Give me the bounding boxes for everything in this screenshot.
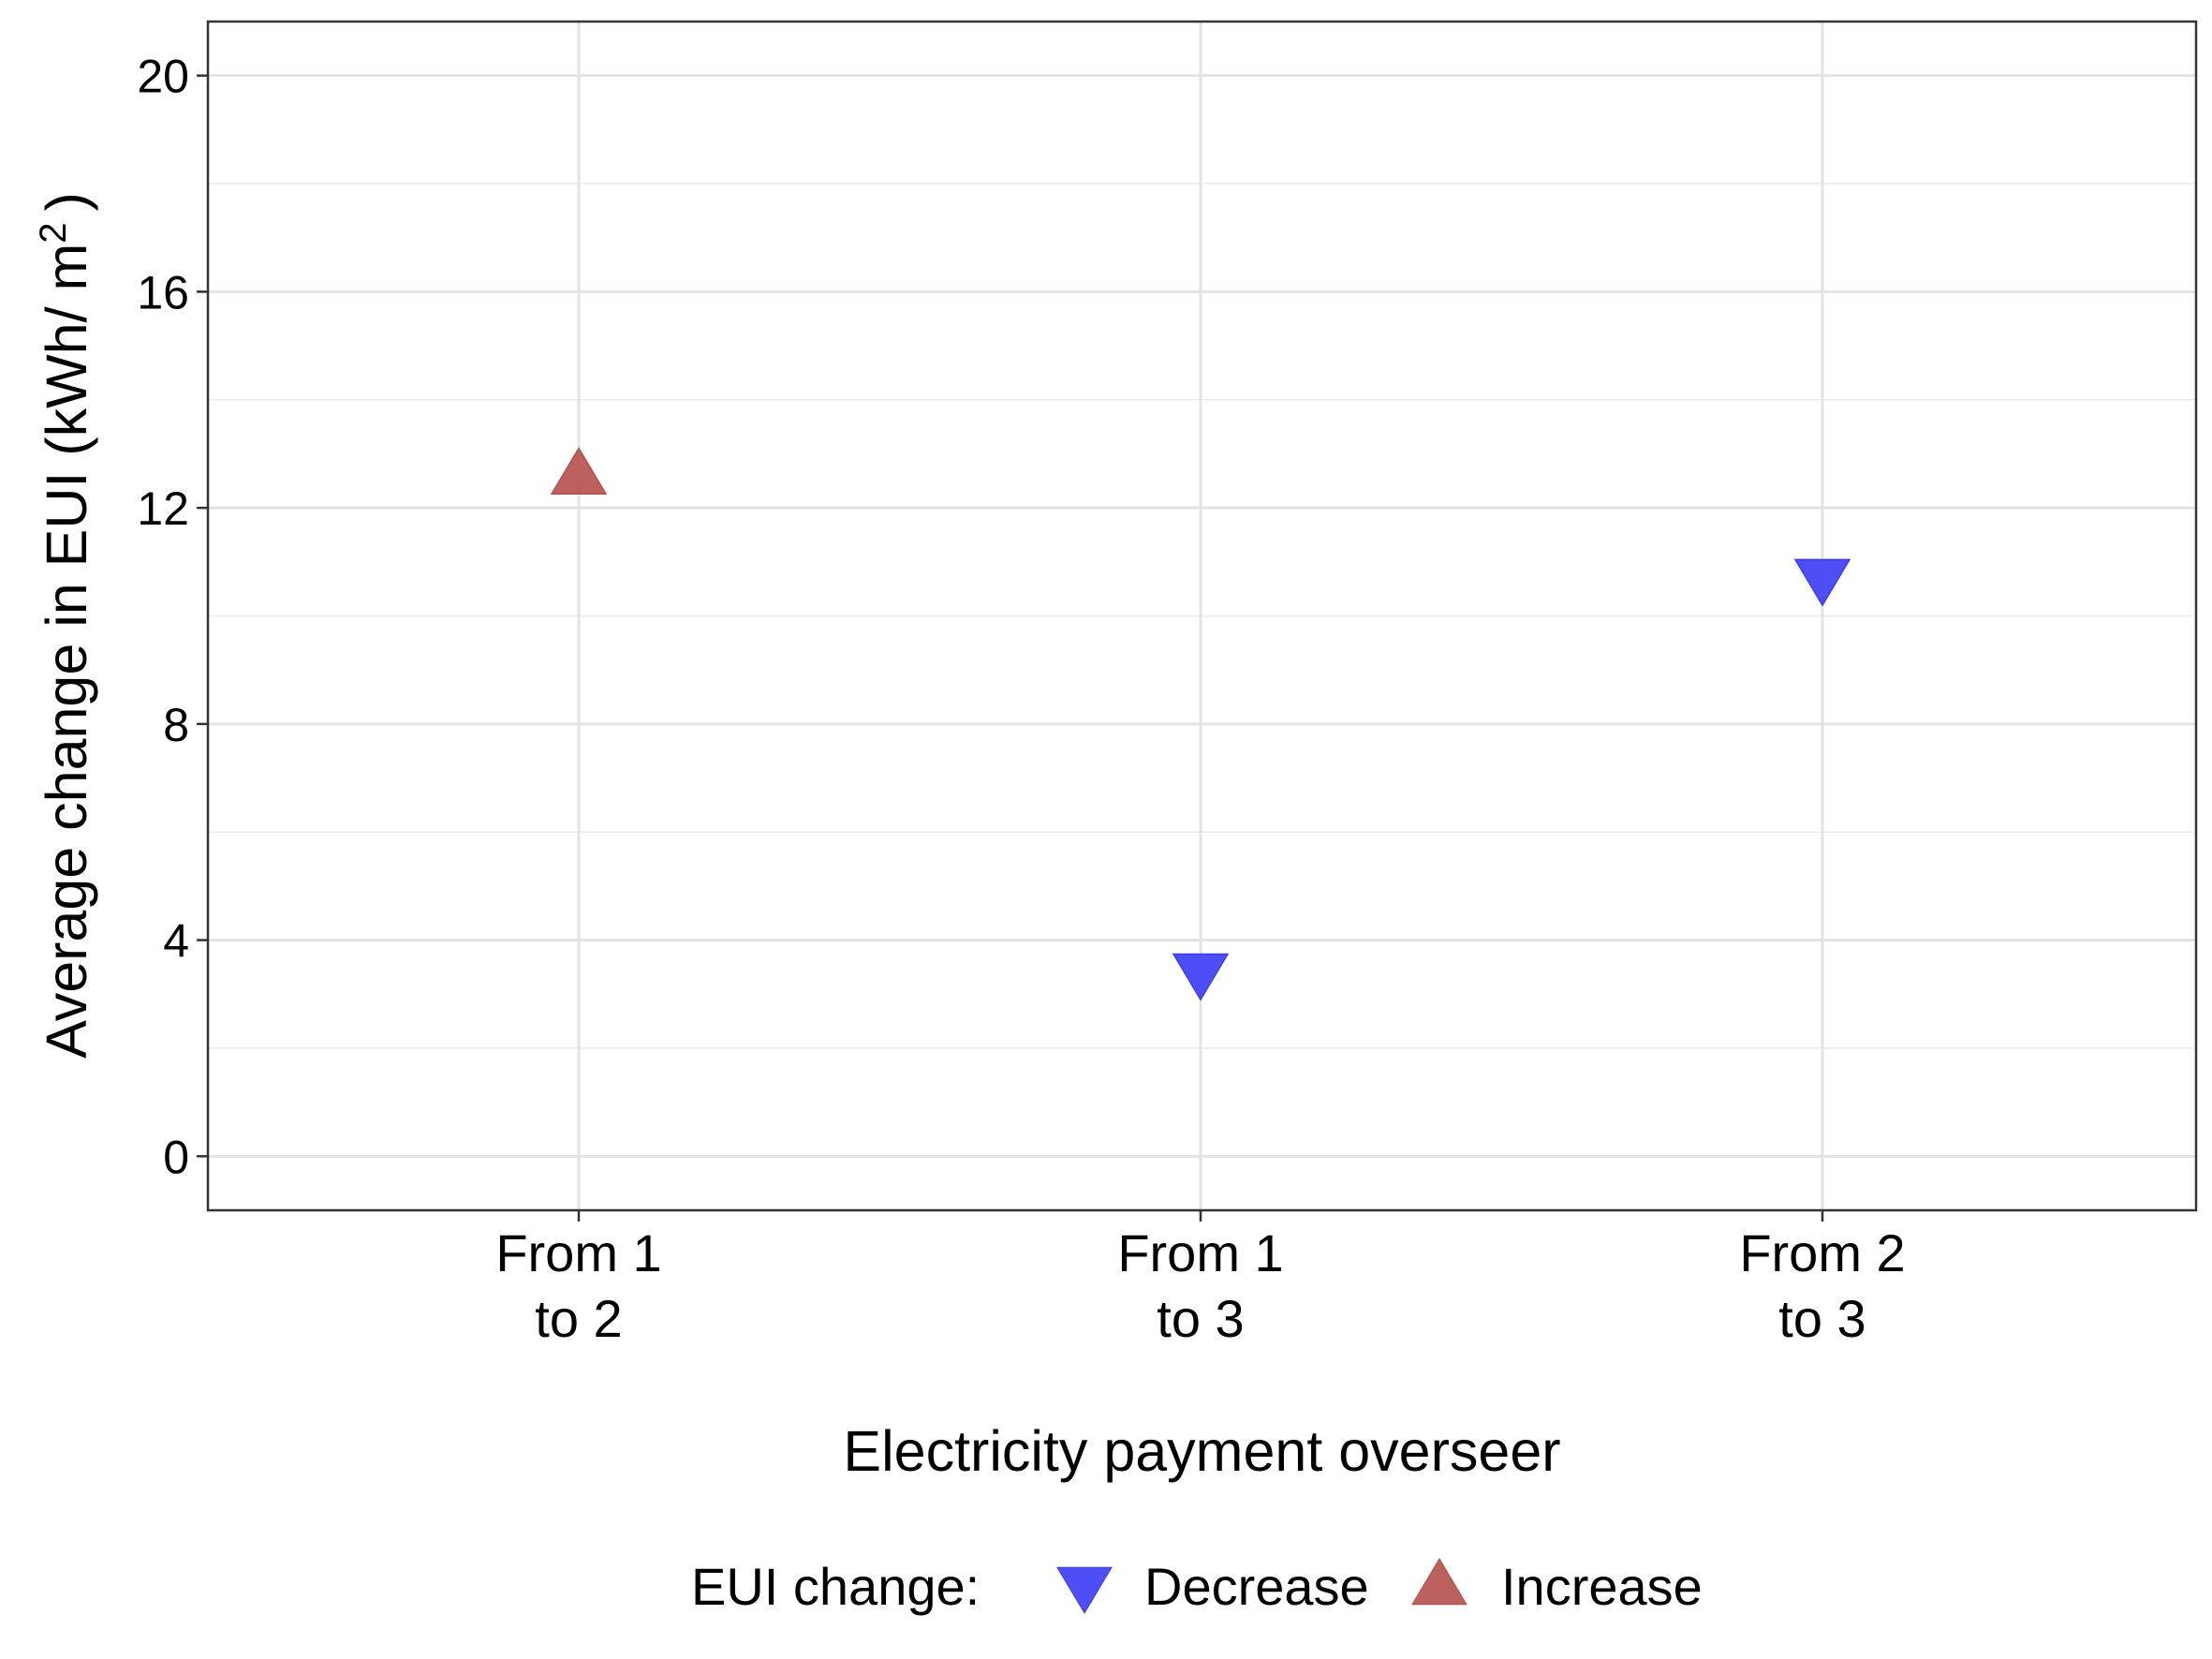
x-tick-label-line: From 2: [1739, 1223, 1905, 1282]
data-points: [550, 447, 1851, 1001]
y-tick-label: 4: [163, 915, 189, 968]
data-point-decrease: [1793, 558, 1851, 607]
x-tick-label-line: From 1: [1117, 1223, 1283, 1282]
legend-label-decrease: Decrease: [1144, 1557, 1369, 1616]
major-gridlines: [208, 22, 2196, 1210]
y-tick-label: 8: [163, 699, 189, 751]
x-tick-label-line: to 3: [1157, 1289, 1244, 1348]
data-point-decrease: [1172, 953, 1230, 1001]
x-tick-label: From 1 to 2: [495, 1223, 661, 1348]
y-tick-label: 12: [137, 482, 189, 535]
y-axis-title-close: ): [35, 192, 98, 211]
x-axis: From 1 to 2 From 1 to 3 From 2 to 3: [495, 1210, 1906, 1348]
y-axis: 0 4 8 12 16 20: [137, 51, 208, 1183]
y-tick-label: 20: [137, 51, 189, 103]
plot-panel-border: [206, 20, 2198, 1212]
x-tick-label-line: to 3: [1778, 1289, 1865, 1348]
data-point-increase: [550, 447, 608, 495]
y-tick-label: 16: [137, 266, 189, 318]
legend: EUI change: Decrease Increase: [691, 1557, 1703, 1616]
y-axis-title: Average change in EUI (kWh/ m2): [33, 192, 98, 1059]
y-axis-title-superscript: 2: [33, 222, 74, 243]
x-tick-label: From 1 to 3: [1117, 1223, 1283, 1348]
legend-key-increase: [1411, 1558, 1467, 1606]
legend-label-increase: Increase: [1501, 1557, 1703, 1616]
y-axis-title-main: Average change in EUI (kWh/ m: [35, 244, 98, 1059]
x-axis-title: Electricity payment overseer: [843, 1419, 1560, 1483]
x-tick-label-line: From 1: [495, 1223, 661, 1282]
x-tick-label-line: to 2: [535, 1289, 622, 1348]
legend-key-decrease: [1056, 1566, 1113, 1614]
y-tick-label: 0: [163, 1131, 189, 1183]
x-tick-label: From 2 to 3: [1739, 1223, 1905, 1348]
legend-title: EUI change:: [691, 1557, 980, 1616]
